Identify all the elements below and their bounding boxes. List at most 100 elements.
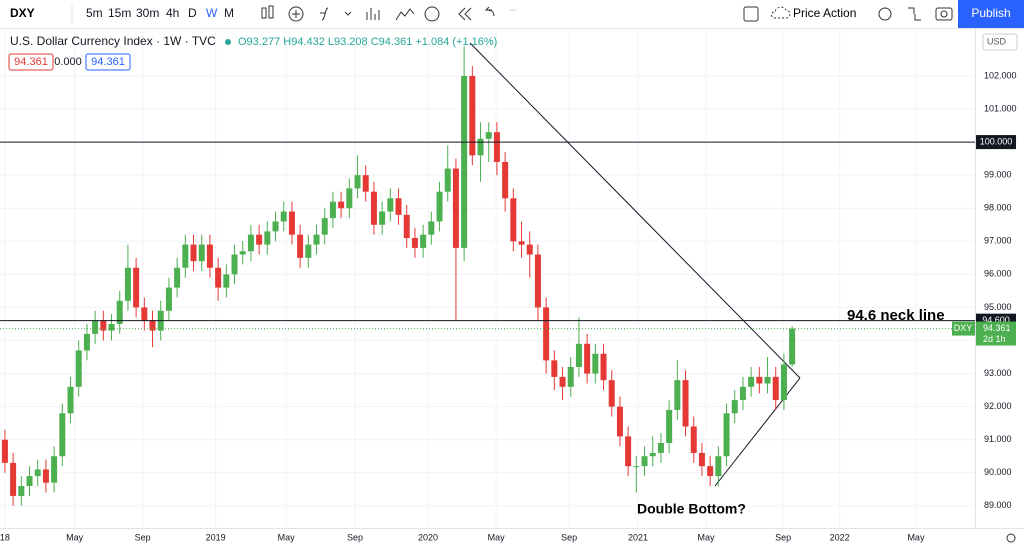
x-tick-label: Sep: [135, 532, 151, 542]
candle-body: [698, 452, 705, 467]
candle-body: [83, 333, 90, 351]
candle-body: [559, 376, 566, 387]
x-tick-label: 2019: [206, 532, 226, 542]
candle-body: [600, 353, 607, 381]
y-tick-label: 93.000: [984, 368, 1012, 378]
interval[interactable]: 5m: [86, 6, 103, 20]
candle-body: [666, 409, 673, 444]
interval[interactable]: 4h: [166, 6, 179, 20]
currency-box[interactable]: [982, 33, 1018, 51]
currency[interactable]: USD: [987, 36, 1007, 46]
interval[interactable]: W: [206, 6, 218, 20]
last-price-tag: [952, 321, 975, 336]
y-tick-label: 92.000: [984, 401, 1012, 411]
candle-body: [174, 267, 181, 288]
candle-body: [321, 218, 328, 235]
candle-body: [329, 201, 336, 219]
candle-body: [190, 244, 197, 262]
last-price-name: DXY: [954, 323, 973, 333]
candle-body: [575, 343, 582, 367]
price-label-box: [976, 135, 1016, 150]
candle-body: [592, 353, 599, 374]
candle-body: [682, 380, 689, 427]
candle-body: [313, 234, 320, 245]
interval[interactable]: M: [224, 6, 234, 20]
publish-button[interactable]: [958, 0, 1024, 28]
bid-box: [8, 53, 54, 71]
price-label: 100.000: [980, 136, 1013, 146]
candle-body: [657, 443, 664, 453]
candle-body: [239, 251, 246, 255]
candle-body: [280, 211, 287, 222]
y-tick-label: 91.000: [984, 434, 1012, 444]
candle-body: [477, 138, 484, 156]
candle-body: [108, 323, 115, 331]
candle-body: [42, 469, 49, 483]
candle-body: [772, 376, 779, 401]
candle-body: [206, 244, 213, 268]
y-tick-label: 99.000: [984, 170, 1012, 180]
x-tick-label: May: [278, 532, 296, 542]
settings-icon[interactable]: [1006, 533, 1016, 543]
candle-body: [92, 320, 99, 334]
legend-title: U.S. Dollar Currency Index · 1W · TVC: [10, 34, 216, 48]
y-tick-label: 95.000: [984, 302, 1012, 312]
interval[interactable]: 30m: [136, 6, 159, 20]
candle-body: [59, 413, 66, 457]
cloud-icon: [770, 6, 791, 19]
candle-body: [584, 343, 591, 374]
ask: 94.361: [91, 56, 125, 68]
candle-body: [731, 400, 738, 414]
candle-body: [346, 188, 353, 209]
bid: 94.361: [14, 56, 48, 68]
candle-body: [493, 132, 500, 162]
x-tick-label: May: [698, 532, 716, 542]
template-name[interactable]: Price Action: [793, 6, 856, 20]
candle-body: [543, 307, 550, 361]
candle-body: [67, 386, 74, 414]
candle-body: [452, 168, 459, 248]
x-tick-label: 2022: [830, 532, 850, 542]
candle-body: [124, 267, 131, 301]
candle-body: [149, 320, 156, 331]
candle-body: [387, 198, 394, 212]
symbol[interactable]: DXY: [10, 6, 35, 20]
x-tick-label: May: [907, 532, 925, 542]
candle-body: [502, 161, 509, 199]
candle-body: [288, 211, 295, 235]
interval[interactable]: 15m: [108, 6, 131, 20]
x-tick-label: 18: [0, 532, 10, 542]
candle-body: [551, 360, 558, 377]
candle-body: [764, 376, 771, 384]
trend-line: [469, 42, 801, 379]
candle-body: [182, 244, 189, 268]
candle-body: [338, 201, 345, 209]
candle-body: [198, 244, 205, 262]
candle-body: [469, 75, 476, 156]
candle-body: [141, 307, 148, 321]
candle-body: [18, 486, 25, 496]
countdown: 2d 1h: [983, 334, 1006, 344]
interval[interactable]: D: [188, 6, 197, 20]
x-tick-label: Sep: [347, 532, 363, 542]
last-price-label: 94.361: [983, 323, 1011, 333]
candle-body: [231, 254, 238, 275]
candle-body: [780, 364, 787, 401]
toolbar: [0, 0, 1024, 28]
x-tick-label: 2020: [418, 532, 438, 542]
candle-body: [116, 300, 123, 324]
x-tick-label: May: [66, 532, 84, 542]
candle-body: [723, 413, 730, 457]
candle-body: [256, 234, 263, 245]
candle-body: [264, 231, 271, 245]
candle-body: [26, 476, 33, 487]
status-dot: [225, 39, 231, 45]
y-tick-label: 89.000: [984, 500, 1012, 510]
candle-body: [34, 469, 41, 477]
publish-label[interactable]: Publish: [971, 6, 1010, 20]
candle-body: [649, 452, 656, 457]
candle-body: [633, 466, 640, 468]
candle-body: [518, 241, 525, 245]
y-tick-label: 101.000: [984, 103, 1017, 113]
candle-body: [739, 386, 746, 401]
